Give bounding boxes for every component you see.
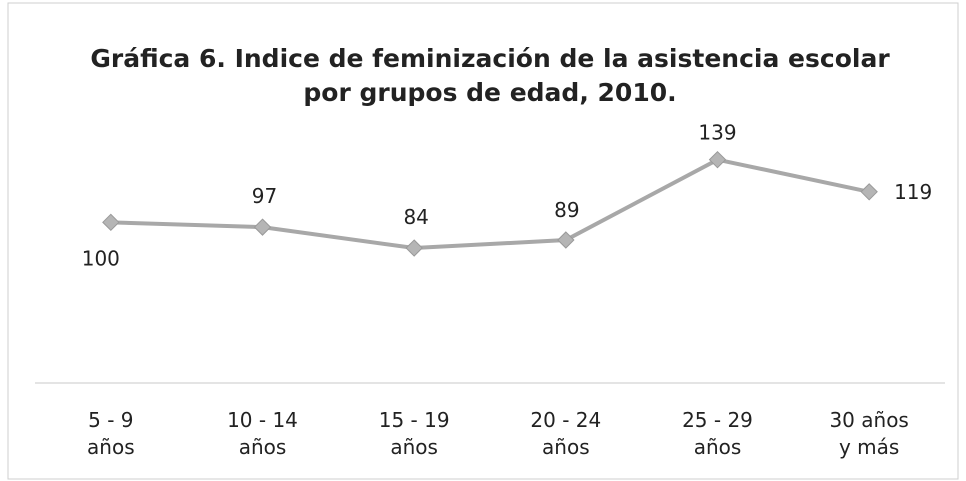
marker bbox=[557, 231, 575, 249]
marker bbox=[860, 183, 878, 201]
frame bbox=[7, 2, 959, 480]
x-tick-label: 20 - 24 años bbox=[530, 408, 601, 459]
data-label: 100 bbox=[82, 246, 120, 270]
line bbox=[110, 157, 870, 251]
data-label: 84 bbox=[403, 205, 428, 229]
marker bbox=[253, 218, 272, 236]
x-tick-label: 5 - 9 años bbox=[87, 408, 135, 459]
data-label: 89 bbox=[554, 198, 579, 222]
x-tick-label: 25 - 29 años bbox=[682, 408, 753, 459]
x-tick-label: 10 - 14 años bbox=[227, 408, 298, 459]
marker bbox=[708, 150, 727, 169]
data-label: 139 bbox=[698, 120, 736, 144]
x-tick-label: 30 años y más bbox=[829, 408, 908, 459]
marker bbox=[102, 213, 120, 232]
marker bbox=[405, 239, 423, 257]
chart-title: Gráfica 6. Indice de feminización de la … bbox=[90, 44, 890, 107]
x-tick-label: 15 - 19 años bbox=[379, 408, 450, 459]
data-label: 119 bbox=[894, 179, 932, 203]
data-label: 97 bbox=[252, 184, 277, 208]
